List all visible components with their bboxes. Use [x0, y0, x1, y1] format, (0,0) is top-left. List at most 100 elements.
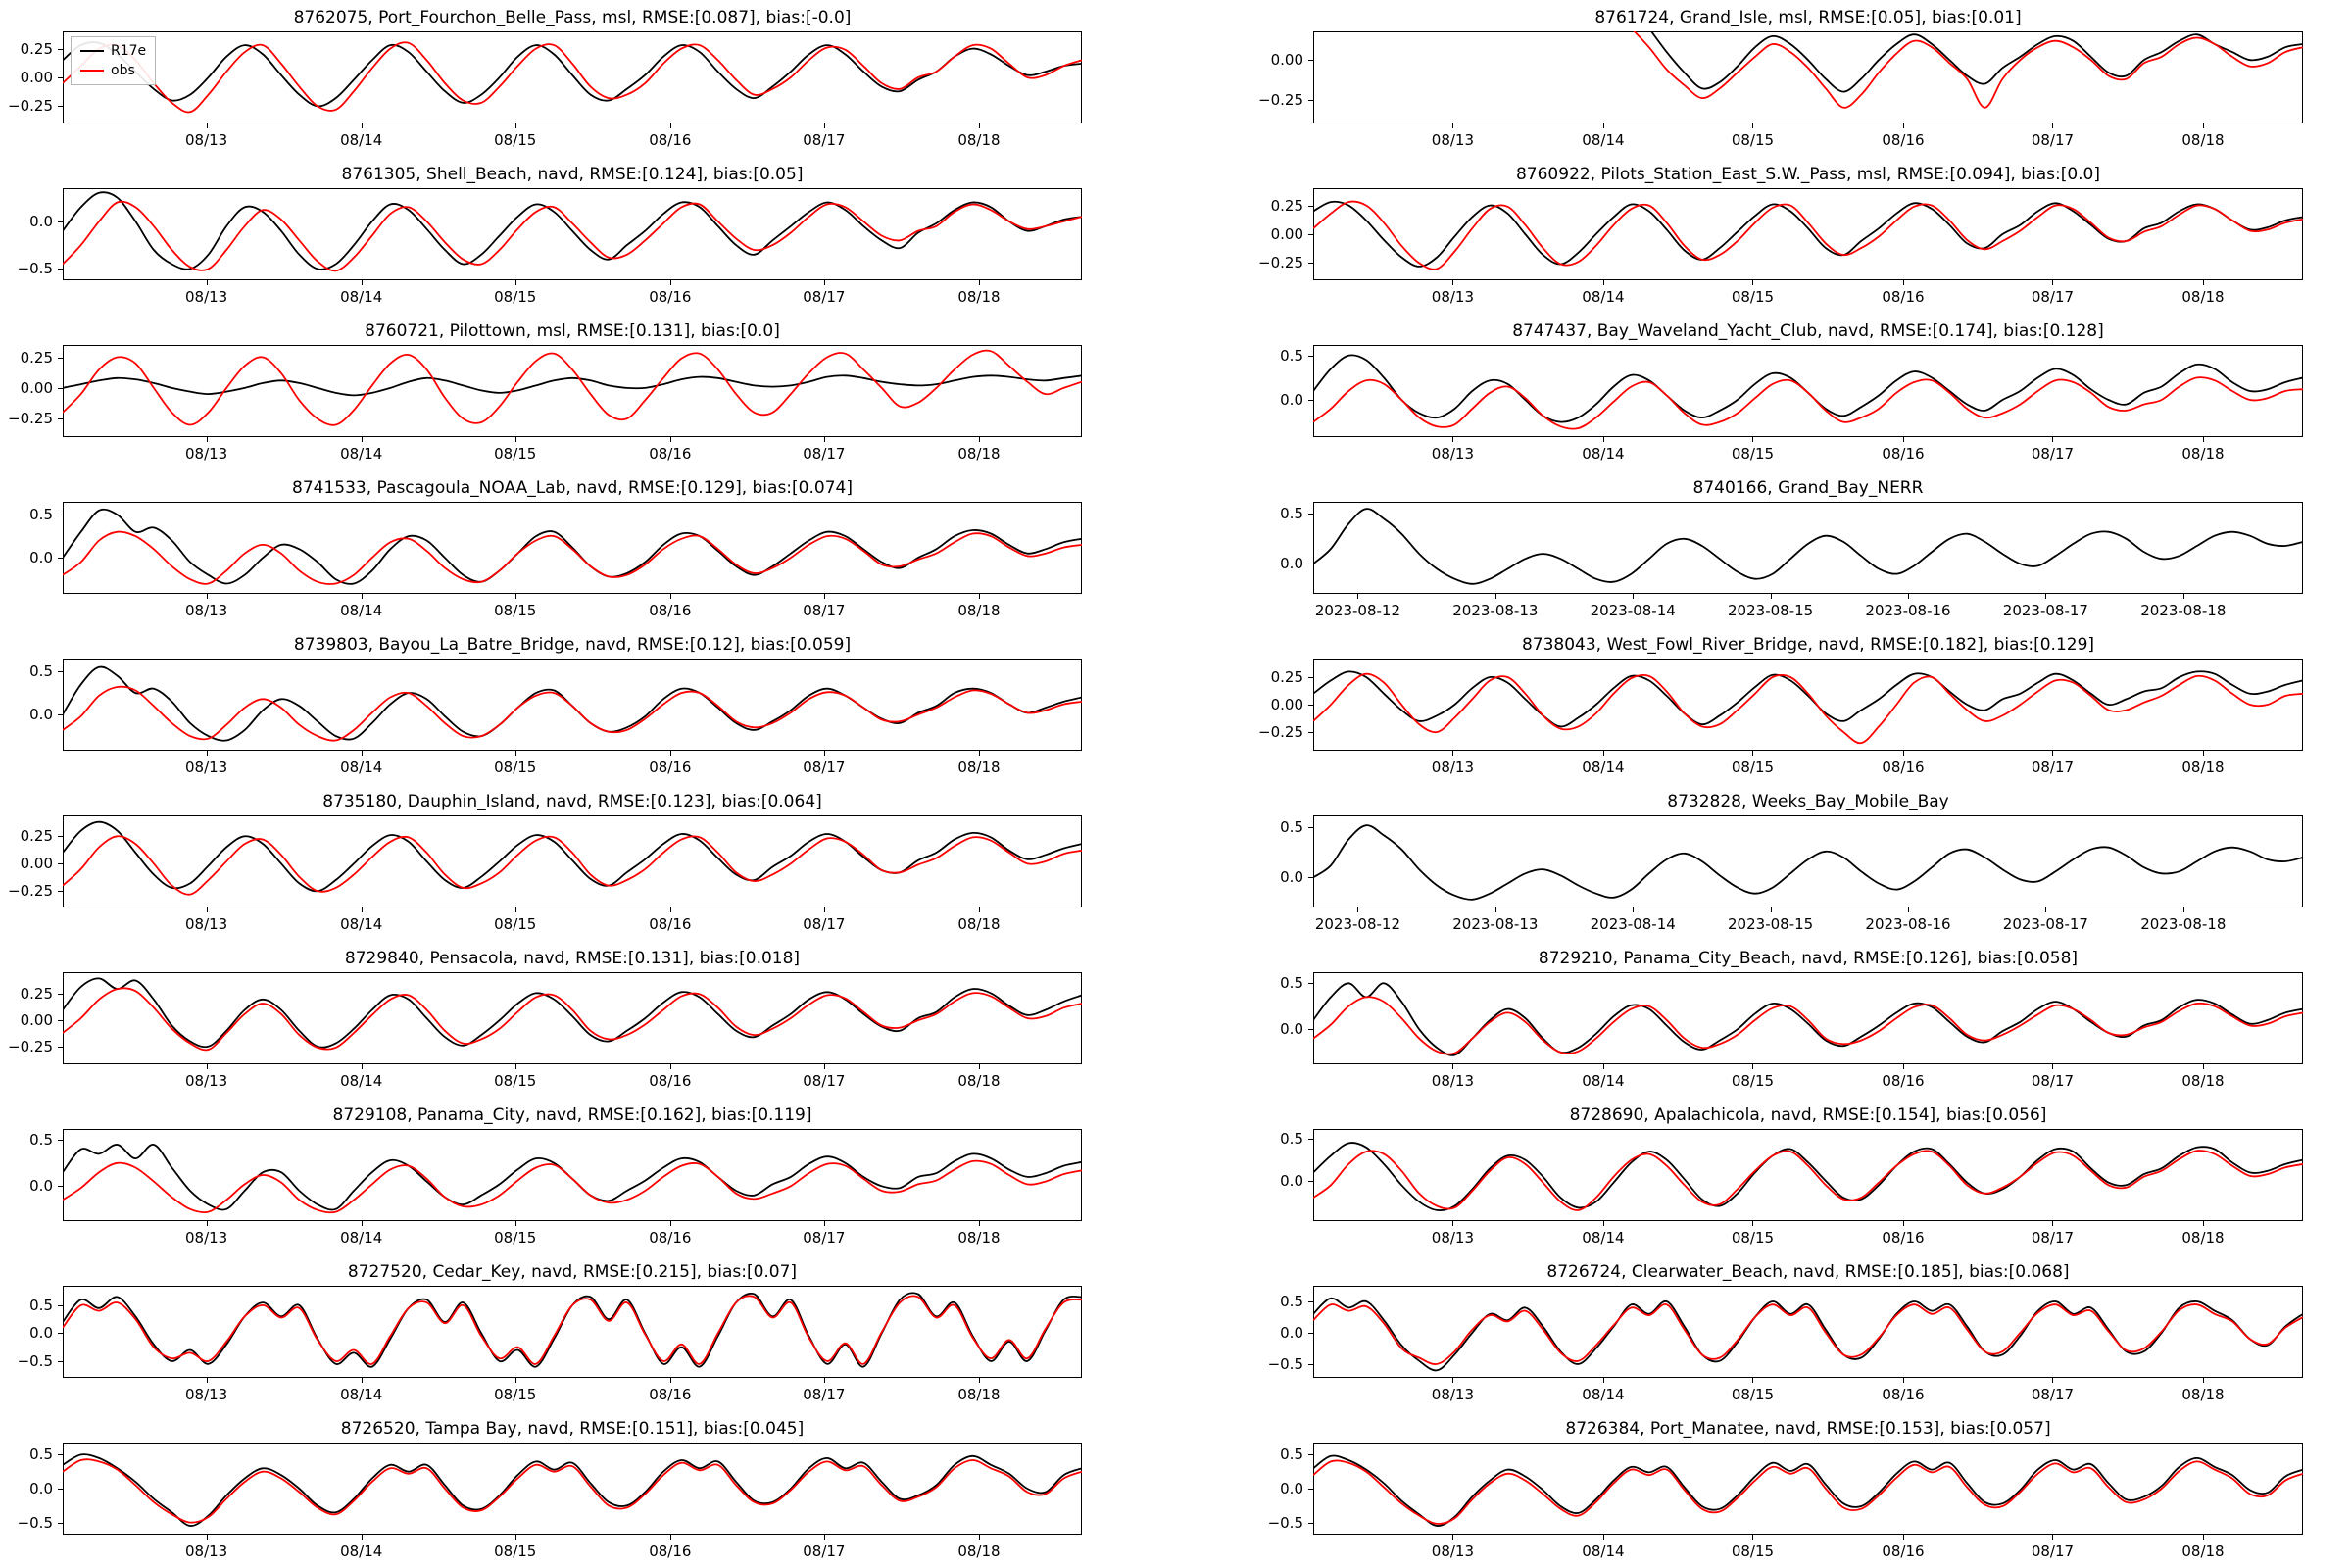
y-tick-mark: [58, 863, 63, 865]
y-tick-mark: [58, 357, 63, 359]
axes-frame: [63, 188, 1082, 280]
y-tick-label: 0.0: [1280, 1020, 1303, 1039]
y-tick-mark: [58, 48, 63, 50]
axes-frame: [63, 1286, 1082, 1378]
x-tick-label: 08/13: [1431, 1229, 1475, 1247]
series-R17e: [1313, 200, 2303, 268]
y-tick-mark: [1308, 205, 1313, 207]
x-tick-label: 08/13: [185, 1229, 228, 1247]
series-R17e: [63, 1144, 1082, 1211]
x-tick-mark: [1908, 594, 1909, 599]
x-tick-label: 08/15: [1731, 1386, 1775, 1403]
x-tick-mark: [823, 594, 825, 599]
x-tick-mark: [978, 1378, 980, 1383]
x-tick-mark: [1452, 123, 1454, 128]
x-tick-label: 08/15: [494, 131, 537, 149]
series-obs: [63, 1295, 1082, 1365]
axes-frame: [1313, 1286, 2303, 1378]
plot-canvas: [1313, 815, 2303, 907]
x-tick-label: 08/14: [340, 759, 383, 776]
plot-canvas: [63, 815, 1082, 907]
legend-entry: obs: [80, 61, 146, 80]
subplot-title: 8735180, Dauphin_Island, navd, RMSE:[0.1…: [322, 792, 822, 811]
y-tick-mark: [58, 1140, 63, 1142]
series-obs: [63, 835, 1082, 896]
x-tick-label: 08/15: [1731, 288, 1775, 306]
x-tick-mark: [1602, 123, 1604, 128]
x-tick-mark: [2202, 1378, 2204, 1383]
x-tick-label: 2023-08-18: [2140, 602, 2227, 619]
series-obs: [63, 685, 1082, 742]
x-tick-label: 2023-08-13: [1452, 915, 1539, 933]
y-tick-label: 0.0: [1280, 1171, 1303, 1190]
x-tick-mark: [206, 280, 208, 285]
series-obs: [63, 530, 1082, 585]
x-tick-mark: [2045, 907, 2047, 912]
series-R17e: [1313, 508, 2303, 585]
x-tick-mark: [669, 1535, 671, 1540]
axes-frame: [1313, 1443, 2303, 1535]
series-R17e: [1313, 1454, 2303, 1527]
x-tick-mark: [206, 907, 208, 912]
x-tick-label: 08/17: [2031, 1229, 2075, 1247]
y-tick-mark: [1308, 99, 1313, 101]
y-tick-label: 0.25: [1270, 668, 1303, 687]
x-tick-mark: [361, 1221, 363, 1226]
x-tick-mark: [978, 1221, 980, 1226]
x-tick-label: 2023-08-12: [1314, 602, 1401, 619]
x-tick-label: 08/13: [185, 602, 228, 619]
plot-canvas: [63, 502, 1082, 594]
x-tick-label: 08/18: [2181, 288, 2225, 306]
x-tick-mark: [978, 437, 980, 442]
x-tick-label: 08/18: [2181, 1386, 2225, 1403]
subplot-8732828: 8732828, Weeks_Bay_Mobile_Bay 0.5 0.0 2023-…: [1176, 784, 2352, 941]
x-tick-mark: [1902, 1378, 1904, 1383]
axes-frame: [63, 815, 1082, 907]
x-tick-mark: [361, 280, 363, 285]
x-tick-mark: [1452, 437, 1454, 442]
series-R17e: [1313, 1142, 2303, 1211]
x-tick-label: 08/14: [1582, 1386, 1625, 1403]
subplot-8729108: 8729108, Panama_City, navd, RMSE:[0.162]…: [0, 1098, 1176, 1254]
legend-line-obs: [80, 70, 104, 72]
x-tick-mark: [823, 1378, 825, 1383]
x-tick-mark: [978, 907, 980, 912]
y-tick-label: −0.25: [1258, 90, 1303, 109]
x-tick-label: 08/15: [494, 1543, 537, 1560]
x-tick-label: 08/16: [1882, 131, 1925, 149]
y-tick-label: 0.5: [29, 662, 53, 681]
subplot-title: 8739803, Bayou_La_Batre_Bridge, navd, RM…: [293, 635, 852, 655]
x-tick-mark: [1752, 437, 1754, 442]
x-tick-label: 08/13: [185, 445, 228, 463]
y-tick-label: 0.25: [20, 39, 53, 58]
x-tick-mark: [514, 123, 516, 128]
x-tick-label: 08/13: [1431, 1543, 1475, 1560]
y-tick-mark: [1308, 1139, 1313, 1141]
series-R17e: [1313, 1297, 2303, 1372]
x-tick-label: 08/17: [2031, 759, 2075, 776]
x-tick-mark: [514, 907, 516, 912]
x-tick-mark: [206, 751, 208, 756]
y-tick-mark: [1308, 705, 1313, 706]
subplot-8760922: 8760922, Pilots_Station_East_S.W._Pass, …: [1176, 157, 2352, 314]
x-tick-label: 08/14: [1582, 759, 1625, 776]
x-tick-mark: [1602, 1378, 1604, 1383]
x-tick-mark: [978, 280, 980, 285]
x-tick-mark: [823, 280, 825, 285]
subplot-8761724: 8761724, Grand_Isle, msl, RMSE:[0.05], b…: [1176, 0, 2352, 157]
x-tick-mark: [361, 123, 363, 128]
series-R17e: [1313, 824, 2303, 901]
x-tick-label: 08/14: [340, 1072, 383, 1090]
y-tick-label: −0.5: [1267, 1354, 1303, 1373]
x-tick-mark: [1902, 1535, 1904, 1540]
y-tick-label: 0.0: [29, 1177, 53, 1196]
axes-frame: [63, 972, 1082, 1064]
x-tick-label: 08/16: [649, 288, 692, 306]
series-obs: [1313, 1303, 2303, 1365]
x-tick-label: 08/18: [957, 759, 1001, 776]
y-tick-label: −0.25: [1258, 254, 1303, 272]
series-obs: [1313, 376, 2303, 430]
x-tick-mark: [1770, 594, 1772, 599]
x-tick-mark: [2202, 1221, 2204, 1226]
y-tick-label: −0.5: [17, 260, 53, 278]
